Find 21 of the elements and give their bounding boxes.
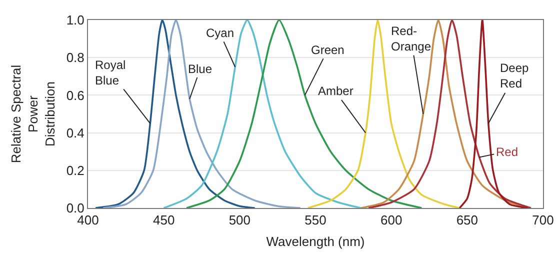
y-axis-title: Relative Spectral Power Distribution	[8, 64, 58, 164]
series-label: Red-Orange	[391, 24, 432, 54]
series-label: Blue	[188, 62, 212, 76]
y-tick-label: 0.4	[66, 125, 84, 140]
series-label: Amber	[318, 84, 354, 98]
series-label: Green	[311, 43, 344, 57]
x-tick-label: 550	[304, 212, 326, 228]
y-tick-label: 0.8	[66, 50, 84, 66]
y-tick-label: 0.2	[66, 162, 84, 178]
x-tick-label: 450	[152, 212, 175, 228]
x-tick-label: 500	[228, 212, 251, 228]
y-tick-label: 0.6	[66, 88, 84, 103]
text: Royal Blue	[95, 58, 126, 88]
series-label: Red	[496, 145, 518, 159]
x-tick-label: 600	[380, 212, 402, 228]
x-axis-title: Wavelength (nm)	[266, 234, 365, 250]
x-tick-label: 700	[532, 212, 554, 228]
x-tick-label: 650	[456, 212, 478, 228]
series-label: Deep Red	[500, 61, 530, 91]
y-tick-label: 1.0	[66, 12, 84, 28]
series-label: Cyan	[206, 26, 234, 40]
